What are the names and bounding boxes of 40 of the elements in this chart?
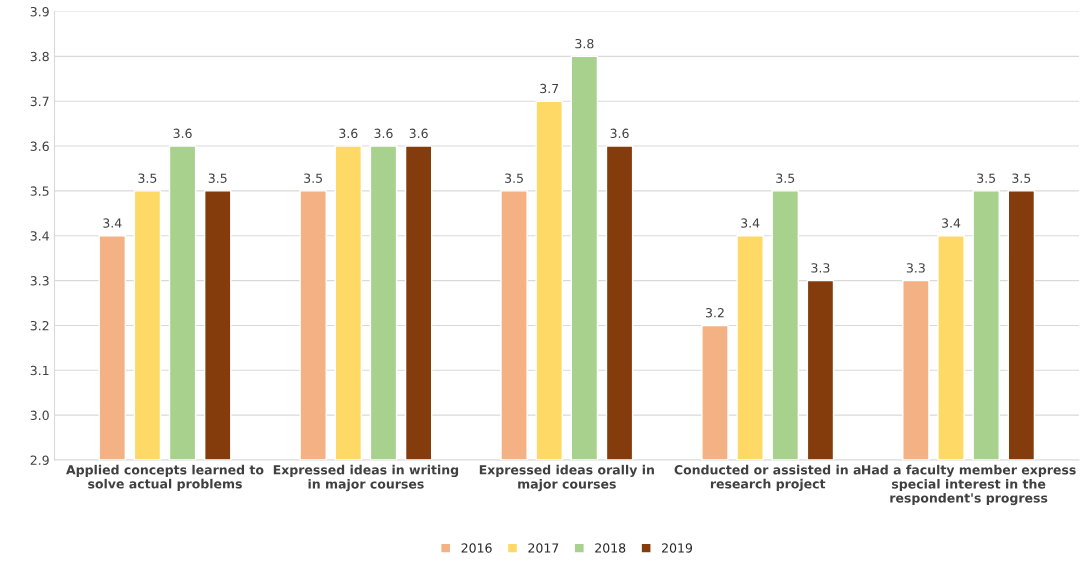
y-tick-label: 3.8 <box>30 51 49 62</box>
data-label: 3.5 <box>505 173 523 183</box>
data-label: 3.3 <box>811 263 830 273</box>
data-label: 3.5 <box>304 173 323 183</box>
data-label: 3.5 <box>1012 173 1031 183</box>
data-label: 3.5 <box>776 173 795 183</box>
legend-label: 2019 <box>662 543 693 553</box>
data-label: 3.5 <box>208 173 227 183</box>
y-tick-label: 3.9 <box>30 6 49 17</box>
data-label: 3.6 <box>173 128 192 139</box>
y-tick-label: 3.5 <box>30 186 49 196</box>
x-tick-label: Had a faculty member express special interest in the respondent's progress <box>862 464 1076 506</box>
y-tick-label: 3.3 <box>30 276 49 286</box>
y-tick-label: 3.0 <box>30 410 49 421</box>
data-label: 3.6 <box>409 128 428 139</box>
x-tick-label: Expressed ideas orally in major courses <box>479 464 654 492</box>
data-label: 3.7 <box>540 83 559 94</box>
data-label: 3.8 <box>575 38 594 49</box>
data-label: 3.6 <box>374 128 393 139</box>
data-label: 3.4 <box>942 218 961 228</box>
y-tick-label: 3.6 <box>30 141 49 151</box>
y-tick-label: 3.2 <box>30 320 49 331</box>
data-label: 3.5 <box>138 173 157 183</box>
x-tick-label: Expressed ideas in writing in major courses <box>273 464 459 492</box>
data-label: 3.6 <box>610 128 629 139</box>
legend-label: 2017 <box>528 543 559 553</box>
y-tick-label: 3.7 <box>30 96 49 107</box>
y-tick-label: 3.4 <box>30 231 49 241</box>
y-tick-label: 3.1 <box>30 365 49 376</box>
data-label: 3.5 <box>977 173 996 183</box>
x-tick-label: Applied concepts learned to solve actual problems <box>66 464 264 491</box>
data-label: 3.4 <box>741 218 760 228</box>
x-tick-label: Conducted or assisted in a research project <box>674 464 861 492</box>
data-label: 3.2 <box>705 308 724 318</box>
y-tick-label: 2.9 <box>30 455 49 465</box>
data-label: 3.6 <box>339 128 358 139</box>
legend-label: 2016 <box>461 543 492 553</box>
data-label: 3.3 <box>906 263 925 273</box>
legend-label: 2018 <box>595 543 626 553</box>
data-label: 3.4 <box>103 218 122 228</box>
